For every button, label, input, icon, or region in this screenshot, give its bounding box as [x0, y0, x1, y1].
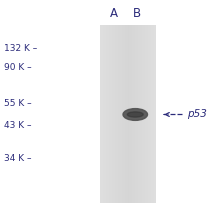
Text: 43 K –: 43 K –	[4, 121, 32, 130]
Text: 132 K –: 132 K –	[4, 44, 37, 53]
Text: 34 K –: 34 K –	[4, 154, 32, 163]
Text: 55 K –: 55 K –	[4, 99, 32, 108]
Text: 90 K –: 90 K –	[4, 63, 32, 72]
Text: B: B	[133, 7, 141, 20]
Ellipse shape	[127, 112, 143, 117]
Ellipse shape	[123, 109, 147, 120]
Text: p53: p53	[187, 110, 207, 119]
Text: A: A	[110, 7, 118, 20]
